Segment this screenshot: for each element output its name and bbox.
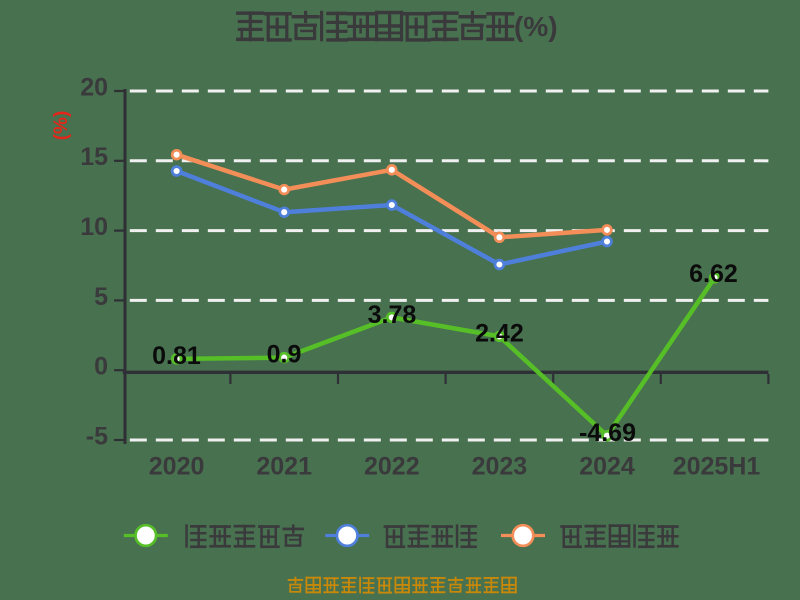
svg-text:15: 15: [80, 143, 108, 171]
svg-text:3.78: 3.78: [368, 301, 417, 329]
svg-text:2024: 2024: [579, 453, 635, 481]
svg-text:0.9: 0.9: [267, 341, 302, 369]
svg-text:(%): (%): [514, 11, 558, 42]
svg-text:20: 20: [80, 73, 108, 101]
svg-text:2022: 2022: [364, 453, 420, 481]
svg-text:2021: 2021: [256, 453, 312, 481]
svg-text:6.62: 6.62: [689, 260, 738, 288]
svg-text:-5: -5: [86, 422, 108, 450]
svg-text:-4.69: -4.69: [579, 419, 636, 447]
svg-text:10: 10: [80, 213, 108, 241]
svg-text:2.42: 2.42: [475, 320, 524, 348]
svg-text:(%): (%): [51, 111, 72, 141]
svg-text:2025H1: 2025H1: [673, 453, 761, 481]
svg-text:0.81: 0.81: [152, 342, 201, 370]
svg-text:2023: 2023: [472, 453, 528, 481]
svg-text:0: 0: [94, 353, 108, 381]
svg-text:5: 5: [94, 283, 108, 311]
svg-text:2020: 2020: [149, 453, 205, 481]
